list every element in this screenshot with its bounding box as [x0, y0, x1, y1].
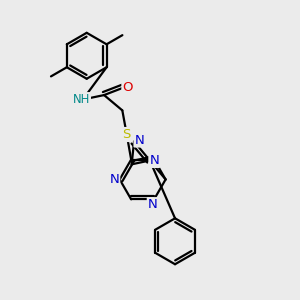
Text: NH: NH — [73, 93, 90, 106]
Text: S: S — [123, 128, 131, 141]
Text: N: N — [110, 173, 119, 186]
Text: N: N — [149, 154, 159, 167]
Text: N: N — [134, 134, 144, 146]
Text: O: O — [122, 81, 133, 94]
Text: N: N — [148, 198, 158, 211]
